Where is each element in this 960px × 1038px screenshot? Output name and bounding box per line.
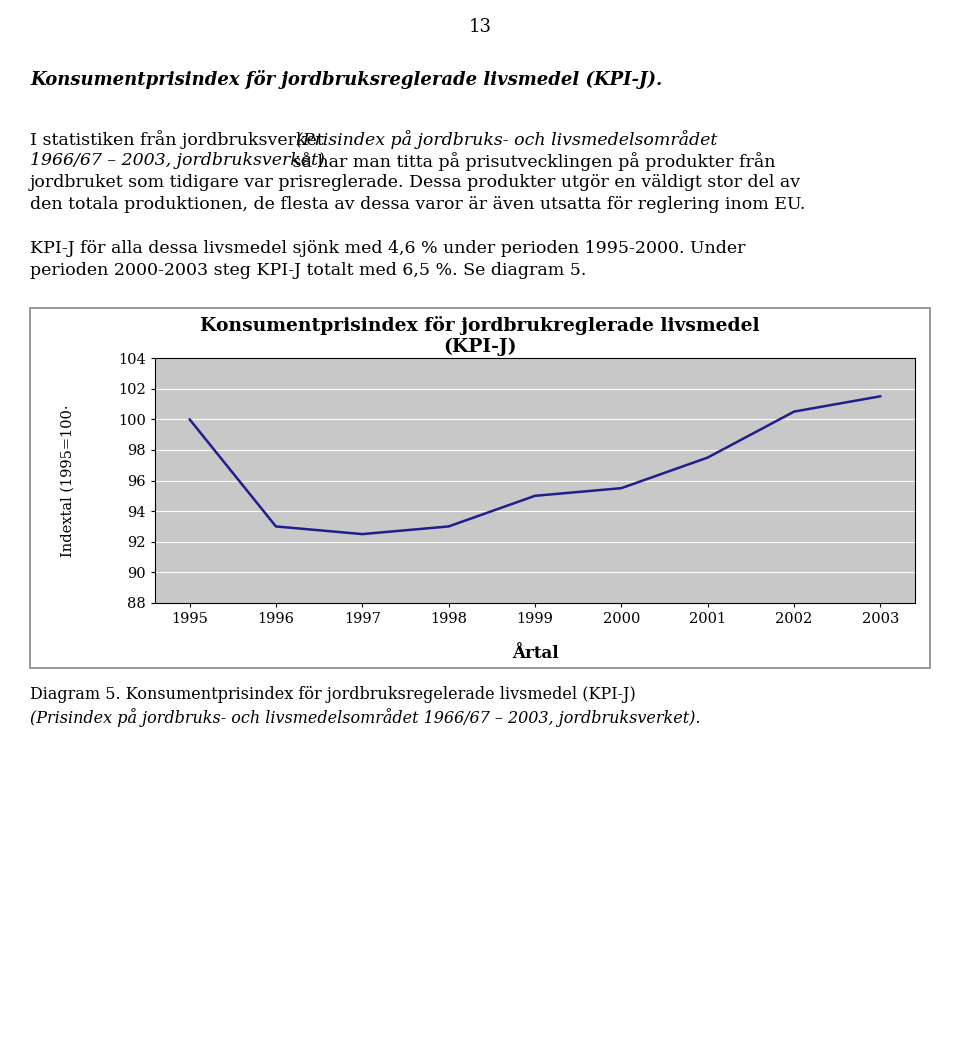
Text: Konsumentprisindex för jordbrukreglerade livsmedel: Konsumentprisindex för jordbrukreglerade… — [201, 316, 759, 335]
Text: (KPI-J): (KPI-J) — [444, 338, 516, 356]
Text: Diagram 5. Konsumentprisindex för jordbruksregelerade livsmedel (KPI-J): Diagram 5. Konsumentprisindex för jordbr… — [30, 686, 641, 703]
Text: I statistiken från jordbruksverket: I statistiken från jordbruksverket — [30, 130, 329, 148]
Text: perioden 2000-2003 steg KPI-J totalt med 6,5 %. Se diagram 5.: perioden 2000-2003 steg KPI-J totalt med… — [30, 262, 587, 279]
Text: Årtal: Årtal — [512, 645, 559, 662]
Text: KPI-J för alla dessa livsmedel sjönk med 4,6 % under perioden 1995-2000. Under: KPI-J för alla dessa livsmedel sjönk med… — [30, 240, 746, 257]
Text: 1966/67 – 2003, jordbruksverket): 1966/67 – 2003, jordbruksverket) — [30, 152, 324, 169]
Text: (Prisindex på jordbruks- och livsmedelsområdet: (Prisindex på jordbruks- och livsmedelso… — [296, 130, 717, 148]
Text: Konsumentprisindex för jordbruksreglerade livsmedel (KPI-J).: Konsumentprisindex för jordbruksreglerad… — [30, 70, 662, 89]
Bar — [30, 308, 930, 668]
Text: den totala produktionen, de flesta av dessa varor är även utsatta för reglering : den totala produktionen, de flesta av de… — [30, 196, 805, 213]
Text: Indextal (1995=100·: Indextal (1995=100· — [61, 404, 75, 556]
Text: 13: 13 — [468, 18, 492, 36]
Text: så har man titta på prisutvecklingen på produkter från: så har man titta på prisutvecklingen på … — [287, 152, 776, 171]
Text: jordbruket som tidigare var prisreglerade. Dessa produkter utgör en väldigt stor: jordbruket som tidigare var prisreglerad… — [30, 174, 802, 191]
Text: (Prisindex på jordbruks- och livsmedelsområdet 1966/67 – 2003, jordbruksverket).: (Prisindex på jordbruks- och livsmedelso… — [30, 708, 701, 727]
